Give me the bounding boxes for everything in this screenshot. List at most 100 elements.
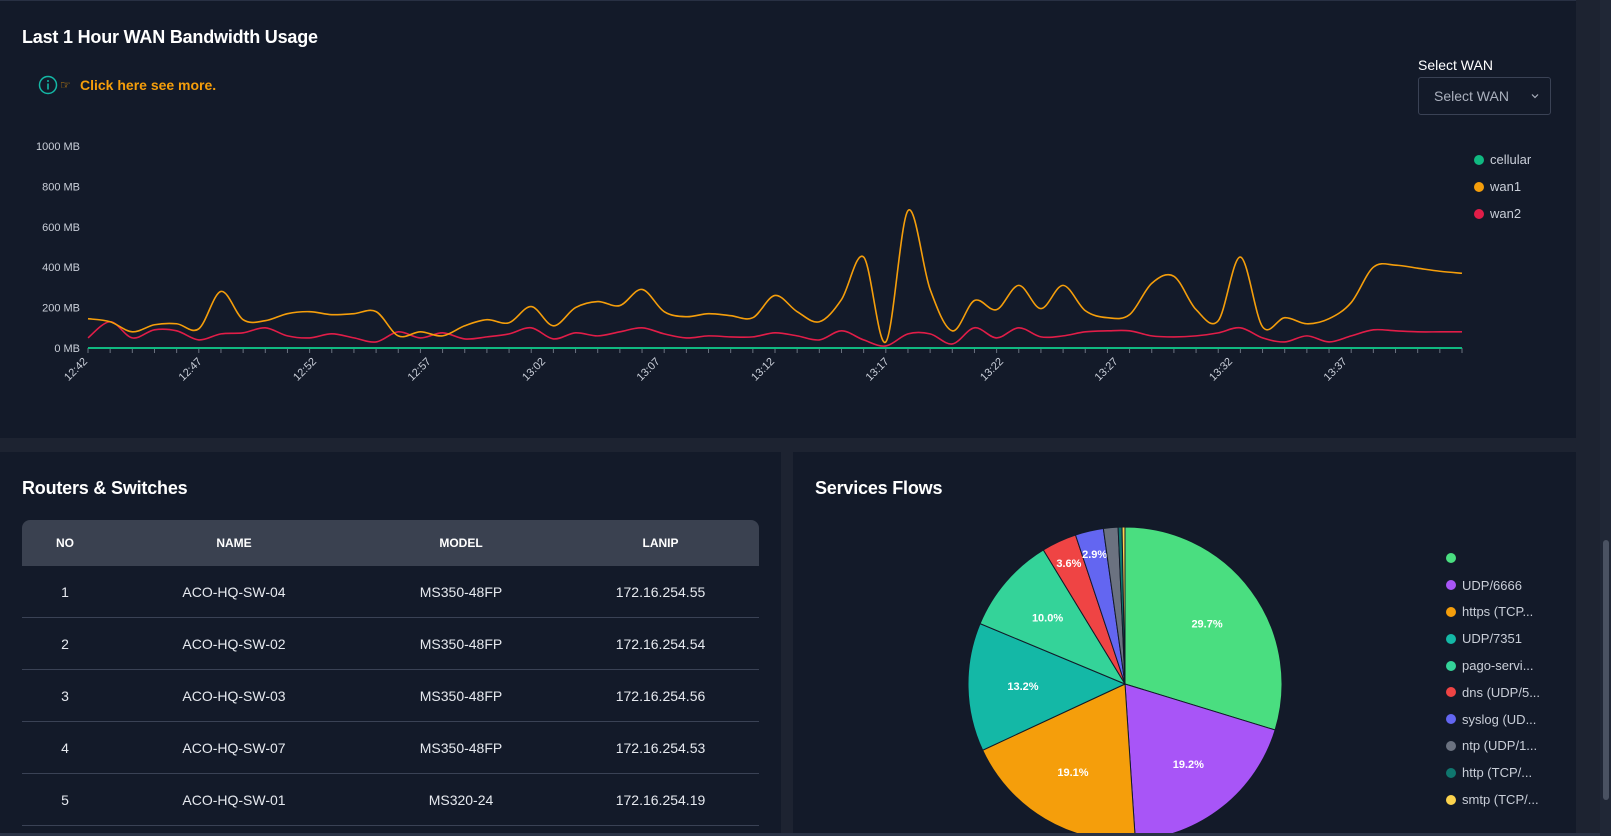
see-more-link[interactable]: ☞ Click here see more. [38, 75, 216, 95]
legend-dot [1446, 740, 1456, 751]
column-header-model[interactable]: MODEL [360, 520, 562, 566]
legend-label: UDP/7351 [1462, 631, 1522, 647]
bandwidth-legend: cellular wan1 wan2 [1474, 146, 1531, 227]
legend-dot [1446, 580, 1456, 591]
x-tick-label: 13:07 [635, 356, 663, 384]
legend-item-cellular[interactable]: cellular [1474, 146, 1531, 173]
series-line-wan2[interactable] [87, 320, 1462, 347]
table-row[interactable]: 2 ACO-HQ-SW-02 MS350-48FP 172.16.254.54 [22, 617, 759, 670]
legend-item[interactable] [1446, 545, 1540, 572]
table-row[interactable]: 5 ACO-HQ-SW-01 MS320-24 172.16.254.19 [22, 773, 759, 826]
cell-model: MS320-24 [360, 773, 562, 826]
services-pie-chart: 29.7% 19.2% 19.1% 13.2% 10.0% 3.6%2.9% [967, 526, 1283, 836]
x-tick-label: 13:32 [1207, 356, 1235, 384]
x-tick-label: 13:22 [978, 356, 1006, 384]
legend-dot [1446, 687, 1456, 698]
select-wan-dropdown[interactable]: Select WAN [1418, 77, 1551, 115]
services-panel: Services Flows 29.7% 19.2% 19.1% 13.2% 10.0%… [793, 452, 1576, 836]
routers-title: Routers & Switches [22, 478, 188, 498]
y-tick-label: 0 MB [54, 343, 80, 355]
legend-label: pago-servi... [1462, 658, 1534, 674]
legend-label: UDP/6666 [1462, 577, 1522, 593]
chevron-down-icon [1531, 94, 1539, 99]
cell-lanip: 172.16.254.56 [562, 669, 759, 722]
y-tick-label: 200 MB [42, 303, 80, 315]
legend-label-wan1: wan1 [1490, 179, 1522, 194]
x-tick-label: 12:57 [406, 356, 434, 384]
pie-slice[interactable] [1124, 526, 1283, 731]
page-scrollbar[interactable] [1600, 0, 1611, 836]
legend-item[interactable]: ntp (UDP/1... [1446, 733, 1540, 760]
routers-table: NO NAME MODEL LANIP 1 ACO-HQ-SW-04 MS350… [22, 520, 759, 826]
x-tick-label: 13:37 [1322, 356, 1350, 384]
legend-label-cellular: cellular [1490, 152, 1532, 167]
legend-item[interactable]: dns (UDP/5... [1446, 679, 1540, 706]
table-row[interactable]: 4 ACO-HQ-SW-07 MS350-48FP 172.16.254.53 [22, 721, 759, 774]
x-tick-label: 12:42 [62, 356, 90, 384]
see-more-text[interactable]: Click here see more. [80, 77, 217, 93]
pie-slice[interactable] [979, 549, 1127, 686]
pointing-hand-icon: ☞ [60, 78, 71, 92]
pie-slice-label: 19.2% [1173, 759, 1204, 771]
table-header-row: NO NAME MODEL LANIP [22, 520, 759, 566]
cell-lanip: 172.16.254.19 [562, 773, 759, 826]
legend-item[interactable]: http (TCP/... [1446, 759, 1540, 786]
legend-label: https (TCP... [1462, 604, 1534, 620]
legend-label: syslog (UD... [1462, 711, 1537, 727]
column-header-lanip[interactable]: LANIP [562, 520, 759, 566]
x-tick-label: 13:02 [520, 356, 548, 384]
legend-item[interactable]: UDP/7351 [1446, 625, 1540, 652]
legend-label: smtp (TCP/... [1462, 792, 1539, 808]
legend-item[interactable]: pago-servi... [1446, 652, 1540, 679]
cell-name: ACO-HQ-SW-03 [108, 669, 360, 722]
legend-label-wan2: wan2 [1490, 206, 1522, 221]
cell-no: 5 [22, 773, 108, 826]
cell-no: 3 [22, 669, 108, 722]
table-row[interactable]: 3 ACO-HQ-SW-03 MS350-48FP 172.16.254.56 [22, 669, 759, 722]
pie-slice[interactable] [1124, 683, 1276, 836]
legend-dot-cellular [1474, 154, 1484, 165]
bandwidth-chart: 0 MB 200 MB 400 MB 600 MB 800 MB 1000 MB 12:42… [36, 141, 1463, 384]
legend-item-wan1[interactable]: wan1 [1474, 173, 1531, 200]
x-tick-label: 13:17 [864, 356, 892, 384]
cell-lanip: 172.16.254.53 [562, 721, 759, 774]
x-tick-label: 13:27 [1093, 356, 1121, 384]
pie-slice-label: 2.9% [1082, 549, 1107, 561]
legend-item[interactable]: UDP/6666 [1446, 572, 1540, 599]
cell-name: ACO-HQ-SW-02 [108, 617, 360, 670]
cell-lanip: 172.16.254.55 [562, 566, 759, 618]
legend-dot [1446, 714, 1456, 725]
cell-lanip: 172.16.254.54 [562, 617, 759, 670]
pie-slice[interactable] [967, 622, 1127, 751]
legend-dot [1446, 553, 1456, 564]
cell-no: 1 [22, 566, 108, 618]
legend-label: dns (UDP/5... [1462, 684, 1541, 700]
legend-item[interactable]: syslog (UD... [1446, 706, 1540, 733]
bottom-divider [0, 833, 1600, 836]
pie-slice-label: 29.7% [1191, 618, 1222, 630]
y-tick-label: 800 MB [42, 181, 80, 193]
legend-label: ntp (UDP/1... [1462, 738, 1538, 754]
cell-name: ACO-HQ-SW-04 [108, 566, 360, 618]
y-tick-label: 600 MB [42, 222, 80, 234]
services-title: Services Flows [815, 478, 943, 498]
legend-item[interactable]: smtp (TCP/... [1446, 786, 1540, 813]
cell-model: MS350-48FP [360, 617, 562, 670]
pie-slice-label: 3.6% [1056, 558, 1081, 570]
legend-item[interactable]: https (TCP... [1446, 599, 1540, 626]
cell-name: ACO-HQ-SW-07 [108, 721, 360, 774]
series-line-wan1[interactable] [87, 209, 1463, 343]
column-header-name[interactable]: NAME [108, 520, 360, 566]
pie-slice-label: 13.2% [1007, 681, 1038, 693]
pie-slice[interactable] [981, 683, 1136, 836]
legend-item-wan2[interactable]: wan2 [1474, 200, 1531, 227]
legend-dot-wan2 [1474, 208, 1484, 219]
bandwidth-title: Last 1 Hour WAN Bandwidth Usage [22, 27, 318, 47]
cell-no: 2 [22, 617, 108, 670]
select-wan-value: Select WAN [1434, 88, 1509, 104]
table-row[interactable]: 1 ACO-HQ-SW-04 MS350-48FP 172.16.254.55 [22, 566, 759, 618]
x-tick-label: 12:52 [291, 356, 319, 384]
scrollbar-thumb[interactable] [1603, 540, 1609, 800]
pie-slice[interactable] [1121, 526, 1126, 685]
column-header-no[interactable]: NO [22, 520, 108, 566]
